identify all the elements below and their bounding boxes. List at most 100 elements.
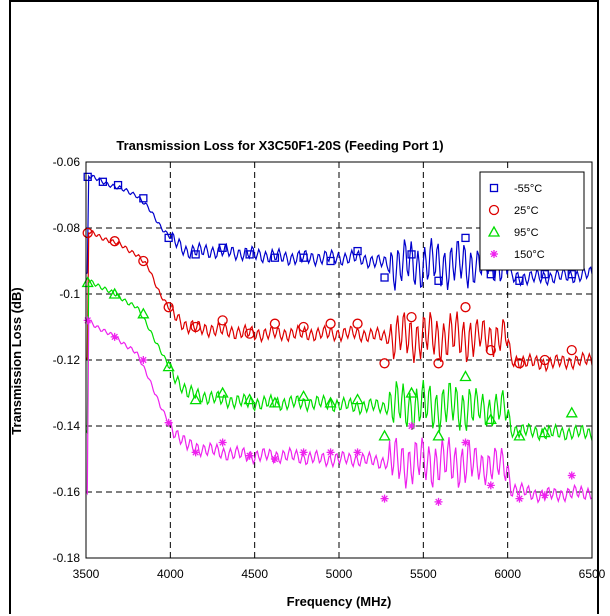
data-point: [299, 253, 308, 262]
legend: -55°C 25°C 95°C 150°C: [479, 171, 585, 271]
data-point: [298, 321, 309, 333]
legend-marker: [490, 250, 498, 258]
data-point: [83, 316, 92, 325]
data-point: [566, 344, 577, 356]
data-point: [407, 422, 416, 430]
chart-title: Transmission Loss for X3C50F1-20S (Feedi…: [116, 138, 443, 153]
data-point: [513, 429, 526, 441]
data-point: [538, 426, 551, 438]
data-point: [162, 360, 175, 372]
data-point: [216, 386, 229, 398]
y-tick-label: -0.12: [53, 353, 81, 367]
data-point: [189, 393, 202, 405]
data-point: [353, 246, 362, 256]
data-point: [567, 270, 576, 279]
data-point: [83, 172, 92, 182]
data-point: [380, 273, 389, 282]
data-point: [460, 302, 471, 313]
data-point: [245, 451, 254, 460]
data-point: [540, 270, 549, 279]
y-tick-label: -0.18: [53, 551, 81, 565]
data-point: [269, 318, 281, 329]
data-point: [270, 253, 280, 262]
data-point: [139, 356, 148, 364]
data-point: [243, 393, 256, 405]
x-tick-label: 4500: [241, 567, 268, 581]
x-tick-label: 4000: [157, 567, 184, 581]
data-point: [326, 256, 335, 266]
data-point: [405, 386, 418, 398]
data-point: [268, 396, 282, 408]
data-point: [351, 393, 364, 405]
data-point: [434, 276, 443, 285]
data-point: [406, 311, 417, 323]
legend-marker: [489, 183, 499, 193]
y-tick-label: -0.08: [53, 221, 81, 235]
data-point: [484, 413, 497, 425]
series-markers: [81, 172, 578, 506]
plot-area-border: [85, 161, 593, 559]
legend-marker: [487, 225, 501, 237]
y-tick-label: -0.1: [59, 287, 80, 301]
data-point: [540, 491, 549, 500]
data-point: [245, 250, 254, 259]
data-point: [407, 250, 416, 259]
x-axis-ticks: 3500 4000 4500 5000 5500 6000 6500: [73, 567, 606, 581]
data-point: [433, 358, 444, 369]
data-point: [218, 243, 227, 252]
data-point: [567, 471, 576, 480]
series-line: [85, 229, 593, 373]
data-point: [163, 302, 174, 313]
data-point: [514, 358, 525, 369]
data-point: [539, 354, 550, 366]
data-point: [138, 255, 149, 267]
data-point: [459, 370, 472, 382]
data-point: [191, 448, 200, 457]
x-tick-label: 5500: [410, 567, 437, 581]
data-point: [353, 448, 362, 457]
data-point: [515, 494, 524, 503]
data-point: [137, 307, 150, 319]
data-point: [324, 396, 337, 408]
data-point: [297, 389, 310, 401]
data-point: [139, 194, 148, 203]
data-point: [486, 481, 495, 490]
data-point: [326, 448, 335, 457]
series-line: [85, 279, 593, 442]
data-point: [432, 429, 445, 441]
legend-entry: 95°C: [514, 227, 539, 239]
x-tick-label: 6500: [579, 567, 606, 581]
data-point: [485, 344, 496, 356]
legend-entry: 25°C: [514, 205, 539, 217]
data-point: [113, 180, 123, 190]
data-point: [380, 494, 389, 503]
data-point: [299, 448, 308, 457]
y-tick-label: -0.06: [53, 155, 81, 169]
data-point: [110, 332, 119, 341]
x-tick-label: 5000: [326, 567, 353, 581]
data-point: [218, 438, 227, 447]
data-point: [379, 358, 390, 369]
data-point: [270, 455, 279, 463]
data-point: [98, 177, 108, 186]
data-point: [461, 438, 470, 447]
data-point: [378, 429, 391, 441]
data-point: [486, 270, 495, 279]
data-point: [515, 276, 524, 285]
y-axis-label: Transmission Loss (dB): [9, 287, 24, 434]
data-point: [217, 315, 228, 326]
data-point: [109, 236, 120, 247]
data-point: [461, 233, 470, 243]
legend-marker: [488, 204, 500, 216]
x-axis-label: Frequency (MHz): [287, 594, 392, 609]
data-point: [164, 233, 173, 243]
data-point: [108, 287, 121, 299]
data-point: [191, 250, 200, 259]
data-point: [244, 328, 255, 339]
data-point: [164, 418, 173, 427]
data-point: [325, 318, 336, 329]
data-point: [434, 497, 443, 506]
x-tick-label: 6000: [494, 567, 521, 581]
x-tick-label: 3500: [73, 567, 100, 581]
data-point: [81, 276, 94, 288]
